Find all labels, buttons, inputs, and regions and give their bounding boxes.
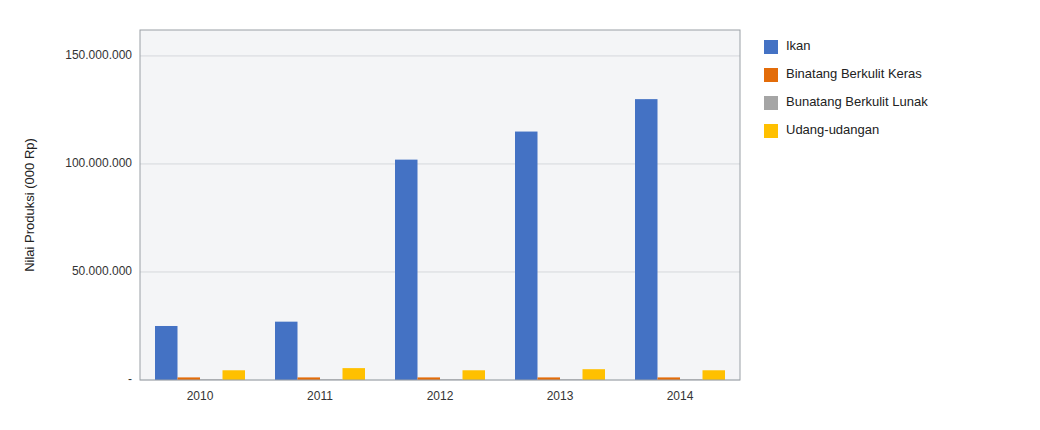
bar xyxy=(395,160,418,380)
legend-swatch xyxy=(764,124,778,138)
legend-swatch xyxy=(764,40,778,54)
legend-label: Binatang Berkulit Keras xyxy=(786,66,922,81)
chart-container: - 50.000.000 100.000.000 150.000.000 2010 201… xyxy=(0,0,1040,430)
bar xyxy=(275,322,298,380)
x-tick-label: 2014 xyxy=(667,389,694,403)
legend-swatch xyxy=(764,96,778,110)
y-tick-label: - xyxy=(128,372,132,386)
bar xyxy=(463,370,486,380)
bar xyxy=(703,370,726,380)
x-tick-label: 2011 xyxy=(307,389,333,403)
legend-label: Udang-udangan xyxy=(786,122,879,137)
y-axis-label: Nilai Produksi (000 Rp) xyxy=(22,138,37,272)
bar xyxy=(515,132,538,380)
bar xyxy=(583,369,606,380)
y-tick-label: 100.000.000 xyxy=(65,156,132,170)
legend-label: Bunatang Berkulit Lunak xyxy=(786,94,928,109)
legend-label: Ikan xyxy=(786,38,811,53)
plot-background xyxy=(140,30,740,380)
legend: Ikan Binatang Berkulit Keras Bunatang Berk… xyxy=(764,38,928,138)
bar xyxy=(223,370,246,380)
bar xyxy=(343,368,366,380)
y-grid xyxy=(140,56,740,380)
y-tick-label: 150.000.000 xyxy=(65,48,132,62)
bars xyxy=(155,99,725,380)
bar xyxy=(635,99,658,380)
legend-swatch xyxy=(764,68,778,82)
plot-frame xyxy=(140,30,740,380)
y-tick-label: 50.000.000 xyxy=(72,264,132,278)
bar xyxy=(155,326,178,380)
grid-line xyxy=(140,55,740,56)
chart-svg: - 50.000.000 100.000.000 150.000.000 2010 201… xyxy=(0,0,1040,430)
x-tick-label: 2012 xyxy=(427,389,454,403)
x-tick-label: 2010 xyxy=(187,389,214,403)
x-tick-label: 2013 xyxy=(547,389,574,403)
